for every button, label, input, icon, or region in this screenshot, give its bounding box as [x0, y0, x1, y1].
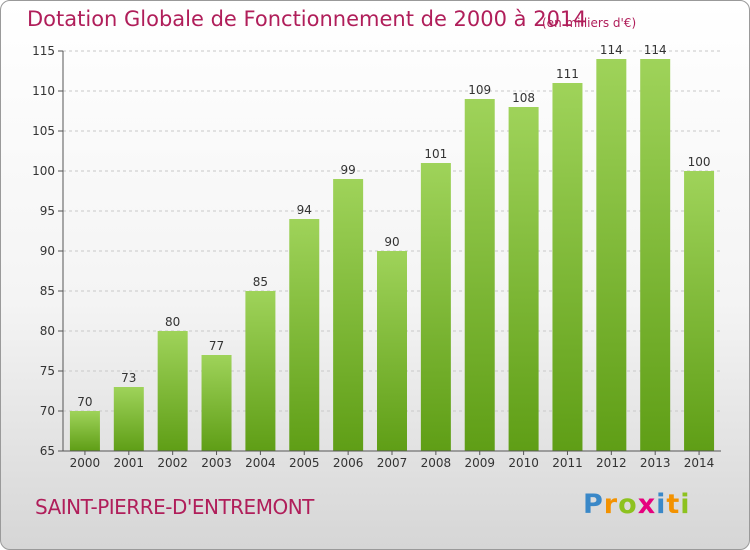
bar — [157, 331, 188, 451]
y-tick-label: 75 — [40, 364, 55, 378]
x-tick-label: 2003 — [201, 456, 232, 470]
bar — [420, 163, 451, 451]
y-tick-label: 80 — [40, 324, 55, 338]
commune-name: SAINT-PIERRE-D'ENTREMONT — [35, 495, 314, 519]
logo-letter: P — [583, 489, 604, 520]
logo-letter: t — [666, 489, 681, 520]
bar — [684, 171, 715, 451]
y-tick-label: 70 — [40, 404, 55, 418]
chart-title: Dotation Globale de Fonctionnement de 20… — [27, 7, 587, 31]
data-label: 90 — [384, 235, 399, 249]
proxiti-logo: Proxiti — [583, 489, 691, 520]
y-tick-label: 100 — [32, 164, 55, 178]
x-tick-label: 2007 — [377, 456, 408, 470]
data-label: 100 — [688, 155, 711, 169]
data-label: 94 — [297, 203, 312, 217]
x-tick-label: 2012 — [596, 456, 627, 470]
y-tick-label: 95 — [40, 204, 55, 218]
x-tick-label: 2010 — [508, 456, 539, 470]
axes: 65 70 75 80 85 90 95 100 105 110 115 2000 2001 2002 20… — [32, 44, 721, 470]
bar — [201, 355, 232, 451]
y-tick-label: 90 — [40, 244, 55, 258]
x-tick-label: 2006 — [333, 456, 364, 470]
bar — [508, 107, 539, 451]
chart-subtitle: (en milliers d'€) — [542, 16, 637, 30]
x-tick-label: 2002 — [157, 456, 188, 470]
data-label: 109 — [468, 83, 491, 97]
y-tick-label: 110 — [32, 84, 55, 98]
logo-letter: x — [637, 489, 657, 520]
y-tick-label: 105 — [32, 124, 55, 138]
data-label: 85 — [253, 275, 268, 289]
x-tick-label: 2005 — [289, 456, 320, 470]
data-label: 114 — [644, 43, 667, 57]
y-tick-label: 115 — [32, 44, 55, 58]
data-label: 108 — [512, 91, 535, 105]
data-label: 73 — [121, 371, 136, 385]
y-tick-label: 65 — [40, 444, 55, 458]
bar — [464, 99, 495, 451]
x-tick-label: 2004 — [245, 456, 276, 470]
data-label: 99 — [340, 163, 355, 177]
bar — [640, 59, 671, 451]
x-tick-label: 2008 — [421, 456, 452, 470]
bar — [289, 219, 320, 451]
bar — [552, 83, 583, 451]
x-tick-label: 2000 — [70, 456, 101, 470]
bar — [596, 59, 627, 451]
x-tick-label: 2009 — [464, 456, 495, 470]
y-tick-label: 85 — [40, 284, 55, 298]
x-tick-label: 2014 — [684, 456, 715, 470]
x-tick-label: 2011 — [552, 456, 583, 470]
x-tick-label: 2001 — [114, 456, 145, 470]
logo-letter: r — [603, 489, 619, 520]
data-label: 80 — [165, 315, 180, 329]
bar — [113, 387, 144, 451]
bar — [69, 411, 100, 451]
bars: 70 73 80 77 85 94 99 90 101 109 108 111 114 114 100 — [69, 43, 715, 451]
x-tick-label: 2013 — [640, 456, 671, 470]
logo-letter: o — [618, 489, 638, 520]
bar — [245, 291, 276, 451]
data-label: 111 — [556, 67, 579, 81]
data-label: 70 — [77, 395, 92, 409]
bar — [377, 251, 407, 451]
data-label: 77 — [209, 339, 224, 353]
logo-letter: i — [680, 489, 691, 520]
logo-letter: i — [656, 489, 667, 520]
bar — [333, 179, 364, 451]
data-label: 101 — [424, 147, 447, 161]
data-label: 114 — [600, 43, 623, 57]
